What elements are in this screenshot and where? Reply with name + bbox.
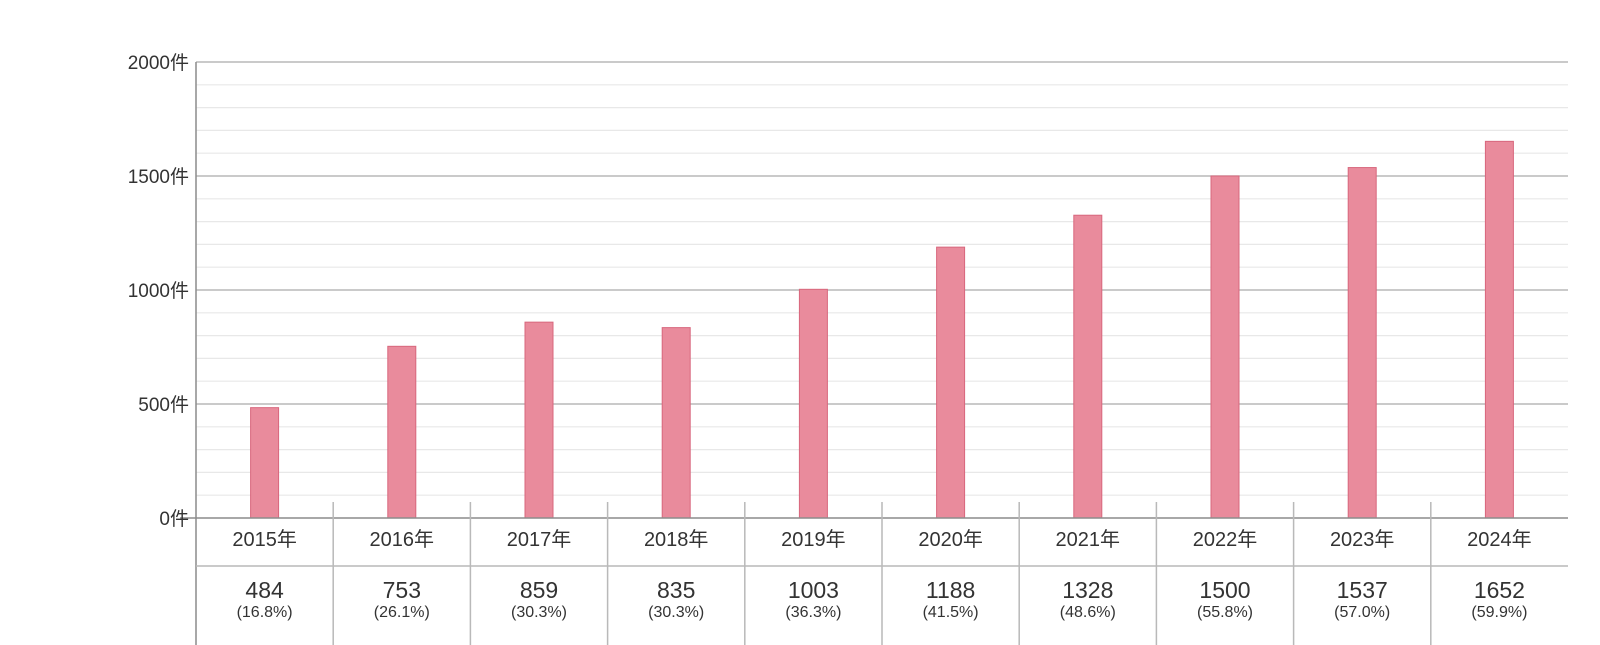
bar xyxy=(661,327,691,519)
y-tick-label: 1500件 xyxy=(128,166,189,188)
x-tick-label: 2017年 xyxy=(507,528,572,551)
labels: 0件 500件 1000件 1500件 2000件 2015年 484(16.8%) 2016… xyxy=(128,52,1532,621)
bar xyxy=(250,407,280,519)
value-label: 753 xyxy=(383,577,421,603)
percent-label: (36.3%) xyxy=(785,604,841,621)
bar xyxy=(1484,140,1514,519)
x-tick-label: 2023年 xyxy=(1330,528,1395,551)
bar xyxy=(524,321,554,519)
x-tick-label: 2020年 xyxy=(918,528,983,551)
percent-label: (30.3%) xyxy=(648,604,704,621)
x-tick-label: 2022年 xyxy=(1193,528,1258,551)
grid xyxy=(196,61,1568,496)
bar xyxy=(1073,214,1103,519)
x-tick-label: 2015年 xyxy=(232,528,297,551)
bar xyxy=(1210,175,1240,519)
x-tick-label: 2018年 xyxy=(644,528,709,551)
value-label: 1500 xyxy=(1199,577,1250,603)
value-label: 1537 xyxy=(1337,577,1388,603)
percent-label: (26.1%) xyxy=(374,604,430,621)
x-tick-label: 2021年 xyxy=(1056,528,1121,551)
x-tick-label: 2024年 xyxy=(1467,528,1532,551)
y-tick-label: 0件 xyxy=(159,508,189,530)
y-tick-label: 2000件 xyxy=(128,52,189,74)
percent-label: (57.0%) xyxy=(1334,604,1390,621)
value-label: 1188 xyxy=(926,577,975,603)
percent-label: (41.5%) xyxy=(923,604,979,621)
axes xyxy=(180,62,1568,645)
value-label: 859 xyxy=(520,577,558,603)
percent-label: (30.3%) xyxy=(511,604,567,621)
value-label: 484 xyxy=(245,577,284,603)
y-tick-label: 500件 xyxy=(138,394,189,416)
bar xyxy=(798,288,828,519)
bar xyxy=(936,246,966,519)
x-tick-label: 2019年 xyxy=(781,528,846,551)
value-label: 1003 xyxy=(788,577,839,603)
value-label: 835 xyxy=(657,577,695,603)
percent-label: (48.6%) xyxy=(1060,604,1116,621)
bar xyxy=(1347,167,1377,519)
percent-label: (16.8%) xyxy=(237,604,293,621)
percent-label: (55.8%) xyxy=(1197,604,1253,621)
x-tick-label: 2016年 xyxy=(370,528,435,551)
percent-label: (59.9%) xyxy=(1471,604,1527,621)
y-tick-label: 1000件 xyxy=(128,280,189,302)
bar xyxy=(387,345,417,519)
bars xyxy=(250,140,1514,519)
value-label: 1652 xyxy=(1474,577,1525,603)
value-label: 1328 xyxy=(1062,577,1113,603)
